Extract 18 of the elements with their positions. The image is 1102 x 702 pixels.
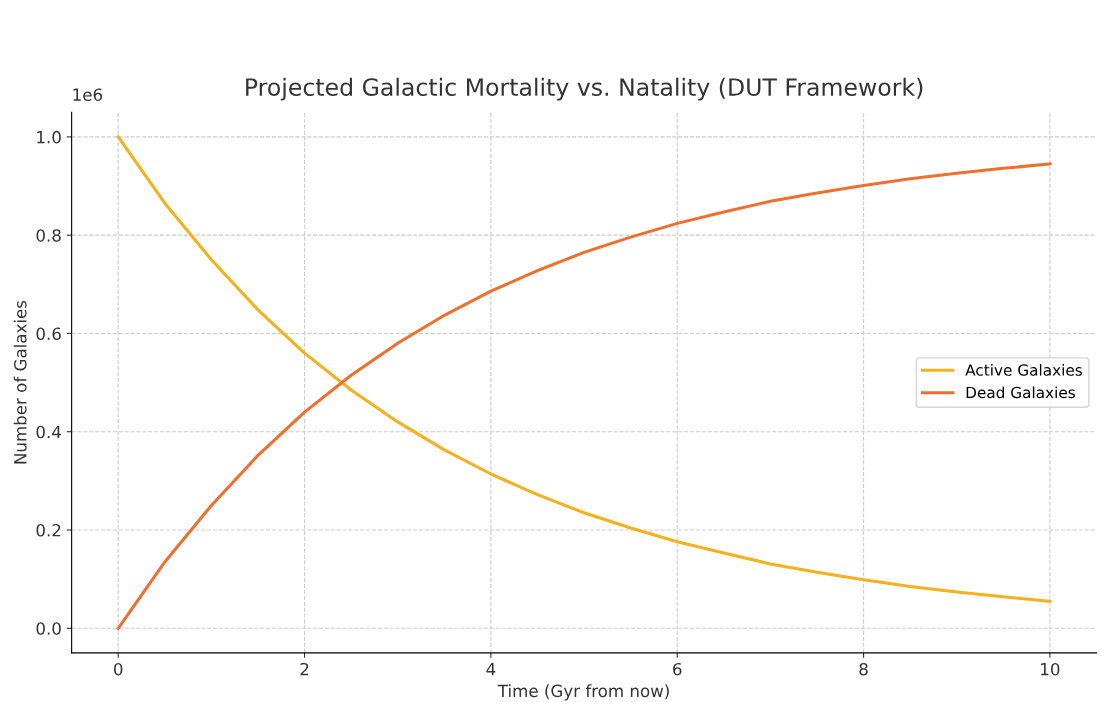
legend-label: Active Galaxies (965, 363, 1082, 376)
legend-label: Dead Galaxies (966, 386, 1075, 399)
chart-title: Projected Galactic Mortality vs. Natality (DUT Framework) (246, 77, 923, 101)
x-axis-title: Time (Gyr from now) (497, 684, 669, 701)
y-tick-label: 0.0 (36, 622, 61, 635)
y-tick-label: 1.0 (37, 130, 61, 144)
x-tick-label: 6 (673, 662, 682, 676)
y-tick-label: 0.2 (36, 523, 61, 537)
y-tick-label: 0.4 (36, 425, 61, 439)
x-tick-label: 8 (859, 662, 868, 676)
x-tick-label: 2 (300, 662, 309, 676)
y-axis-title: Number of Galaxies (13, 300, 27, 464)
y-tick-label: 0.6 (36, 327, 61, 341)
x-tick-label: 4 (486, 663, 496, 676)
text: 1e6 (73, 88, 103, 101)
x-tick-label: 0 (114, 662, 123, 676)
y-tick-label: 0.8 (36, 229, 61, 242)
x-tick-label: 10 (1041, 662, 1060, 676)
